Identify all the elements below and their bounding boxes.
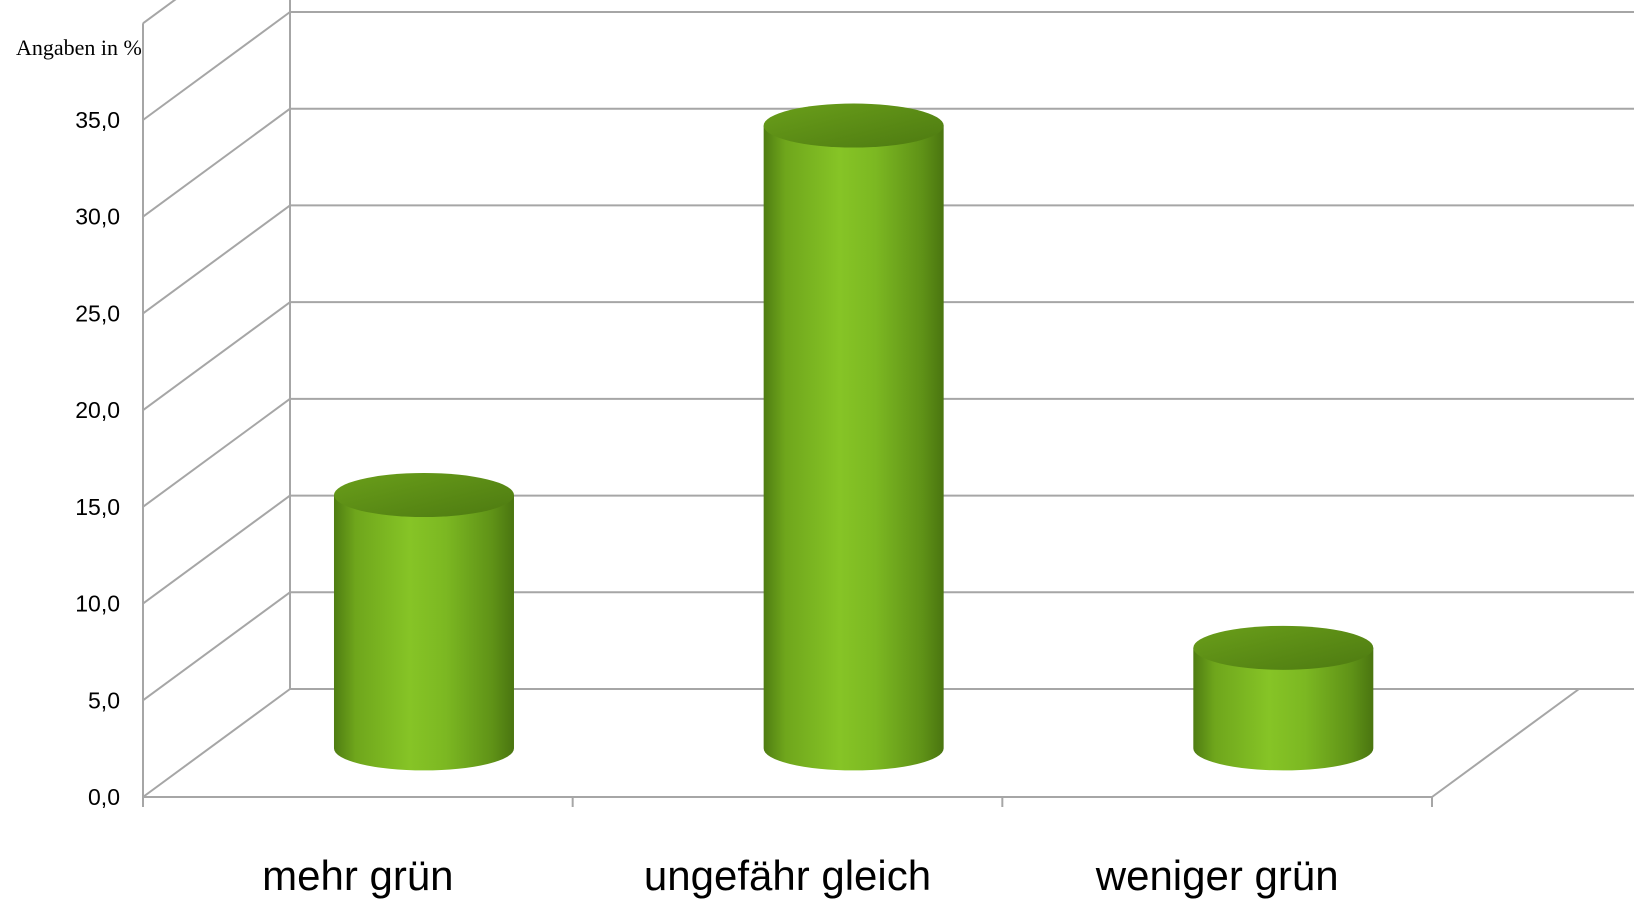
bar-top [764,104,944,148]
y-tick-label: 30,0 [75,204,120,230]
y-tick-label: 20,0 [75,397,120,423]
bar-cylinder [764,104,944,771]
gridline-side [143,592,290,700]
side-wall-top-edge [143,0,290,23]
x-category-label: weniger grün [1095,852,1339,899]
y-tick-label: 25,0 [75,300,120,326]
y-tick-label: 10,0 [75,591,120,617]
y-tick-label: 5,0 [88,687,120,713]
y-tick-label: 35,0 [75,107,120,133]
gridline-side [143,496,290,604]
gridline-side [143,689,290,797]
gridline-side [143,109,290,217]
floor-right-edge [1432,689,1579,797]
bar-cylinder [334,473,514,770]
unit-label: Angaben in % [16,35,142,60]
bar-top [1193,626,1373,670]
bar-body [334,495,514,770]
bar-layer [334,104,1373,771]
gridline-side [143,12,290,120]
bar-top [334,473,514,517]
y-tick-label: 0,0 [88,784,120,810]
x-category-label: mehr grün [262,852,453,899]
x-category-label: ungefähr gleich [644,852,931,899]
y-tick-label: 15,0 [75,494,120,520]
bar-body [764,126,944,771]
gridline-side [143,302,290,410]
gridline-side [143,399,290,507]
gridline-side [143,205,290,313]
bar-cylinder [1193,626,1373,771]
